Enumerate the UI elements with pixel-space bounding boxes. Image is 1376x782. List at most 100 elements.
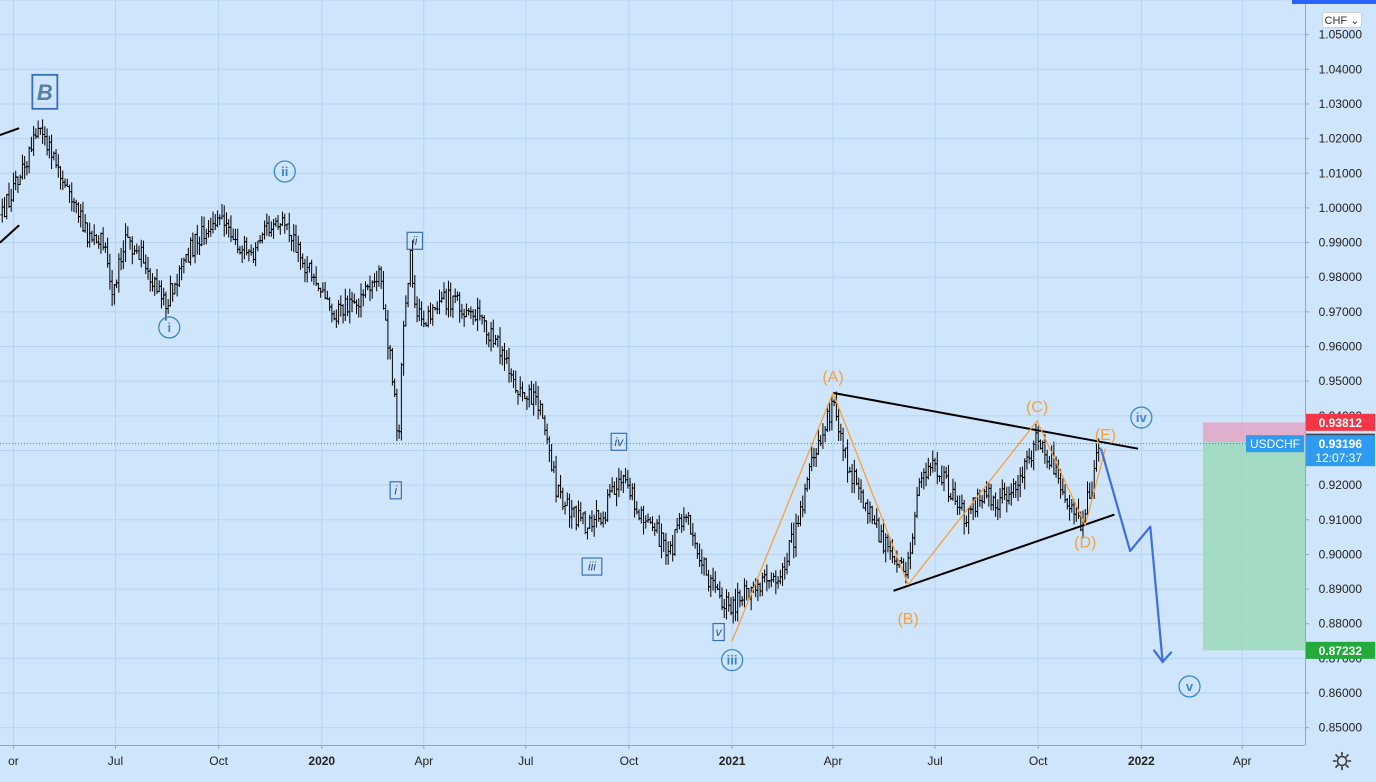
wave-label-text: i: [167, 320, 171, 335]
price-axis-label: 0.90000: [1319, 547, 1363, 561]
wave-label-box: [581, 557, 603, 576]
price-axis-label: 0.88000: [1319, 617, 1363, 631]
price-bars: [0, 119, 1101, 624]
wave-label-box: [389, 481, 402, 500]
wave-label-circle: [1130, 406, 1153, 429]
wave-label-text: ii: [412, 234, 418, 248]
chevron-down-icon: ⌄: [1347, 15, 1360, 27]
wave-label-text: v: [716, 625, 723, 639]
time-axis-background: [0, 745, 1305, 777]
currency-dropdown[interactable]: CHF ⌄: [1322, 12, 1362, 28]
wave-label-circle: [273, 160, 296, 183]
price-axis-label: 0.86000: [1319, 686, 1363, 700]
line-triangle-lower: [893, 513, 1115, 592]
price-axis-label: 1.03000: [1319, 97, 1363, 111]
price-tag-bg: [1306, 641, 1375, 659]
position-reward-zone: [1202, 442, 1305, 651]
wave-label: (D): [1074, 534, 1096, 551]
time-axis-label: Oct: [209, 754, 228, 768]
price-tag-text: 0.87232: [1319, 644, 1363, 658]
wave-label: ii: [273, 160, 296, 183]
wave-label: B: [31, 73, 59, 110]
grid-lines: [0, 0, 1305, 745]
wave-label-circle: [720, 648, 744, 672]
wave-label-box: [610, 432, 628, 451]
price-axis: 0.850000.860000.870000.880000.890000.900…: [1305, 0, 1376, 777]
price-axis-label: 0.99000: [1319, 236, 1363, 250]
line-B-leg-lower: [0, 224, 20, 244]
time-axis-label: Oct: [620, 754, 639, 768]
line-projection: [1099, 448, 1164, 662]
price-tag-text: 0.93812: [1319, 416, 1363, 430]
current-price-bg: [1306, 435, 1375, 467]
wave-label-text: i: [394, 483, 397, 497]
wave-label: iii: [720, 648, 744, 672]
price-axis-label: 0.85000: [1319, 721, 1363, 735]
wave-label-text: (C): [1026, 399, 1048, 416]
price-axis-label: 1.05000: [1319, 28, 1363, 42]
wave-label-text: (D): [1074, 534, 1096, 551]
time-axis-label: 2020: [308, 754, 335, 768]
price-axis-label: 0.97000: [1319, 305, 1363, 319]
time-axis-label: Jul: [927, 754, 942, 768]
currency-label: CHF: [1324, 15, 1348, 27]
price-axis-label: 0.96000: [1319, 340, 1363, 354]
line-triangle-upper: [832, 391, 1139, 450]
price-axis-label: 1.00000: [1319, 201, 1363, 215]
wave-label: v: [1178, 675, 1201, 698]
wave-label: iv: [1130, 406, 1153, 429]
wave-label-text: (A): [822, 369, 843, 386]
wave-label: (C): [1026, 399, 1048, 416]
price-axis-label: 1.02000: [1319, 132, 1363, 146]
wave-label: (E): [1095, 427, 1116, 444]
time-axis-label: Apr: [824, 754, 843, 768]
axis-corner: [1305, 745, 1376, 777]
line-B-leg-upper: [0, 127, 20, 137]
symbol-tag-text: USDCHF: [1250, 437, 1300, 451]
countdown-text: 12:07:37: [1315, 451, 1362, 465]
time-axis-label: 2022: [1128, 754, 1155, 768]
wave-label-text: (E): [1095, 427, 1116, 444]
wave-label-box: [712, 622, 725, 642]
time-axis-label: Jul: [518, 754, 533, 768]
time-axis-label: Jul: [108, 754, 123, 768]
top-accent-bar: [1292, 0, 1376, 4]
wave-label: (B): [897, 611, 918, 628]
price-axis-label: 1.01000: [1319, 166, 1363, 180]
price-tag: 0.93812: [1306, 413, 1375, 431]
price-axis-label: 0.89000: [1319, 582, 1363, 596]
price-tag-bg: [1306, 413, 1375, 431]
wave-label-text: (B): [897, 611, 918, 628]
wave-label: iv: [610, 432, 628, 451]
wave-label: i: [158, 316, 181, 339]
wave-label: i: [389, 481, 402, 500]
price-axis-label: 0.92000: [1319, 478, 1363, 492]
price-axis-label: 0.95000: [1319, 374, 1363, 388]
wave-label-text: iii: [727, 653, 738, 668]
symbol-tag-bg: [1246, 435, 1304, 453]
wave-label-text: iv: [1136, 410, 1148, 425]
wave-label-box: [31, 73, 59, 110]
wave-label: v: [712, 622, 725, 642]
price-axis-label: 1.04000: [1319, 62, 1363, 76]
current-price-text: 0.93196: [1319, 437, 1363, 451]
wave-label-text: v: [1186, 679, 1194, 694]
settings-button[interactable]: [1330, 750, 1354, 772]
wave-label-text: ii: [281, 164, 288, 179]
wave-label: ii: [406, 231, 424, 250]
price-tag: 0.87232: [1306, 641, 1375, 659]
time-axis: or Jul Oct 2020 Apr Jul Oct 2021 Apr Jul Oct 2022 Ap…: [0, 745, 1376, 777]
wave-label-box: [406, 231, 424, 250]
gear-icon: [1332, 751, 1352, 771]
wave-label-text: iv: [615, 435, 625, 449]
time-axis-label: or: [8, 754, 19, 768]
wave-label-circle: [1178, 675, 1201, 698]
price-axis-label: 0.91000: [1319, 513, 1363, 527]
wave-label: (A): [822, 369, 843, 386]
time-axis-label: Apr: [414, 754, 433, 768]
wave-label-circle: [158, 316, 181, 339]
wave-label-text: iii: [588, 560, 596, 574]
